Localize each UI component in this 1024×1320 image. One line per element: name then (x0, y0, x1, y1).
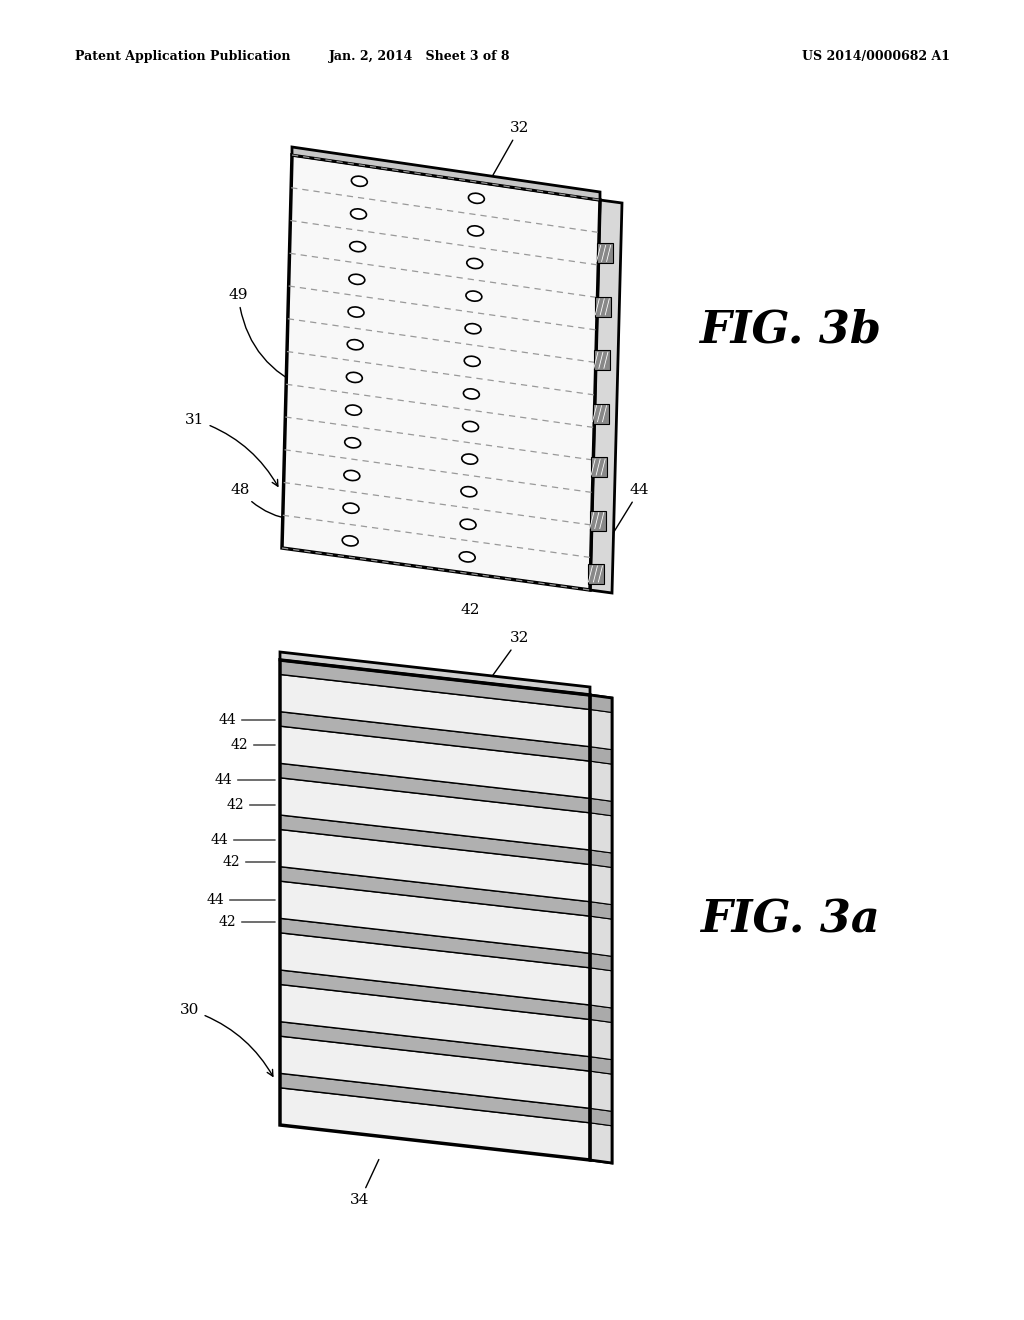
Polygon shape (590, 865, 612, 904)
Ellipse shape (461, 487, 477, 496)
Ellipse shape (349, 275, 365, 284)
Ellipse shape (467, 259, 482, 268)
Text: 44: 44 (214, 774, 275, 787)
Ellipse shape (464, 389, 479, 399)
Ellipse shape (345, 438, 360, 447)
Polygon shape (280, 919, 590, 968)
Polygon shape (590, 799, 612, 816)
Ellipse shape (463, 421, 478, 432)
Polygon shape (280, 1022, 590, 1071)
Bar (595, 297, 611, 317)
Text: 31: 31 (185, 413, 278, 486)
Ellipse shape (466, 290, 482, 301)
Polygon shape (280, 675, 590, 747)
Bar (591, 457, 607, 477)
Text: 32: 32 (476, 631, 529, 698)
Polygon shape (590, 1019, 612, 1060)
Bar (589, 564, 604, 583)
Ellipse shape (344, 470, 359, 480)
Ellipse shape (342, 536, 358, 546)
Polygon shape (280, 1073, 590, 1123)
Ellipse shape (462, 454, 477, 465)
Polygon shape (280, 763, 590, 813)
Polygon shape (292, 147, 600, 201)
Polygon shape (280, 1036, 590, 1109)
Text: 42: 42 (226, 799, 275, 812)
Text: 42: 42 (222, 855, 275, 869)
Text: US 2014/0000682 A1: US 2014/0000682 A1 (802, 50, 950, 63)
Text: 30: 30 (180, 1003, 272, 1076)
Polygon shape (590, 696, 612, 1163)
Polygon shape (280, 1088, 590, 1160)
Text: 42: 42 (460, 603, 480, 616)
Ellipse shape (460, 519, 476, 529)
Ellipse shape (464, 356, 480, 367)
Ellipse shape (460, 552, 475, 562)
Polygon shape (590, 968, 612, 1008)
Ellipse shape (343, 503, 359, 513)
Polygon shape (280, 814, 590, 865)
Text: 42: 42 (230, 738, 275, 752)
Polygon shape (282, 154, 600, 590)
Text: 42: 42 (218, 915, 275, 929)
Ellipse shape (346, 372, 362, 383)
Polygon shape (590, 916, 612, 956)
Polygon shape (280, 726, 590, 799)
Text: 44: 44 (210, 833, 275, 847)
Polygon shape (590, 709, 612, 750)
Bar (590, 511, 606, 531)
Polygon shape (280, 777, 590, 850)
Ellipse shape (468, 193, 484, 203)
Ellipse shape (345, 405, 361, 416)
Polygon shape (280, 985, 590, 1057)
Polygon shape (590, 201, 622, 593)
Bar (593, 404, 608, 424)
Text: 49: 49 (228, 288, 307, 389)
Polygon shape (280, 882, 590, 953)
Bar (597, 243, 612, 264)
Polygon shape (280, 867, 590, 916)
Text: 44: 44 (218, 713, 275, 727)
Polygon shape (280, 970, 590, 1019)
Polygon shape (590, 1109, 612, 1126)
Text: Patent Application Publication: Patent Application Publication (75, 50, 291, 63)
Polygon shape (590, 762, 612, 801)
Ellipse shape (465, 323, 481, 334)
Polygon shape (590, 850, 612, 867)
Polygon shape (590, 1057, 612, 1074)
Ellipse shape (347, 339, 364, 350)
Polygon shape (590, 1123, 612, 1163)
Ellipse shape (468, 226, 483, 236)
Polygon shape (590, 1005, 612, 1023)
Polygon shape (280, 660, 590, 709)
Polygon shape (280, 711, 590, 762)
Text: Jan. 2, 2014   Sheet 3 of 8: Jan. 2, 2014 Sheet 3 of 8 (330, 50, 511, 63)
Polygon shape (280, 933, 590, 1005)
Polygon shape (590, 696, 612, 713)
Polygon shape (280, 652, 590, 696)
Polygon shape (590, 813, 612, 853)
Polygon shape (590, 1071, 612, 1111)
Text: 48: 48 (230, 483, 292, 520)
Text: 32: 32 (481, 121, 529, 195)
Ellipse shape (351, 176, 368, 186)
Text: 44: 44 (206, 894, 275, 907)
Polygon shape (280, 829, 590, 902)
Polygon shape (590, 747, 612, 764)
Text: FIG. 3a: FIG. 3a (700, 899, 880, 941)
Bar (594, 350, 610, 371)
Ellipse shape (348, 308, 364, 317)
Polygon shape (590, 902, 612, 919)
Text: 44: 44 (613, 483, 649, 533)
Text: 34: 34 (350, 1159, 379, 1206)
Text: FIG. 3b: FIG. 3b (699, 309, 881, 351)
Ellipse shape (350, 209, 367, 219)
Ellipse shape (350, 242, 366, 252)
Polygon shape (590, 953, 612, 970)
